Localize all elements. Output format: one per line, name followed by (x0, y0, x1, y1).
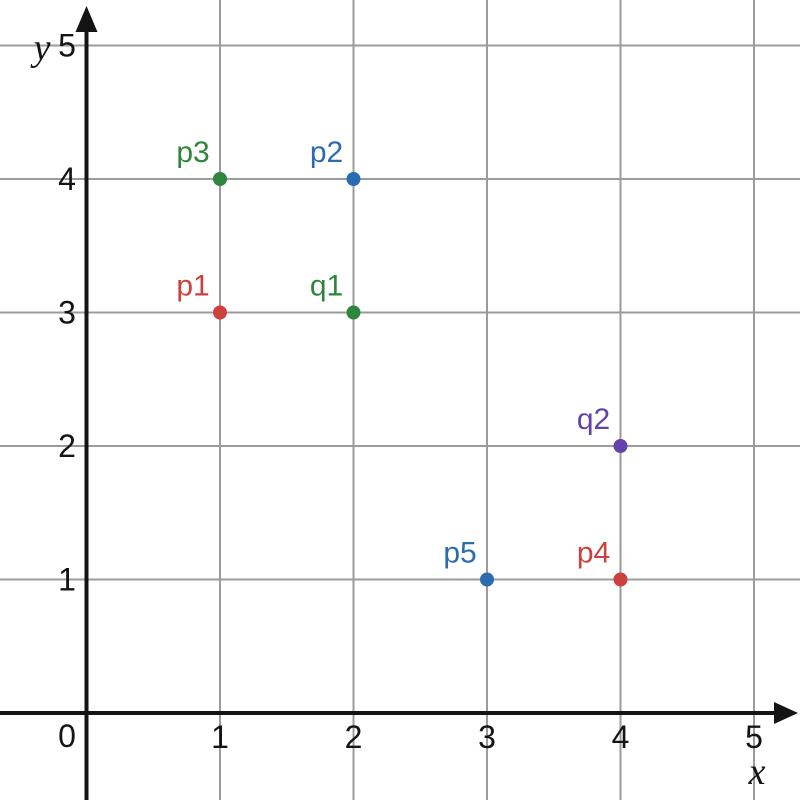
origin-label: 0 (58, 718, 76, 754)
point-label-p2: p2 (310, 136, 343, 169)
x-tick-label: 4 (612, 719, 630, 755)
x-axis-title: x (748, 751, 766, 793)
point-label-p3: p3 (176, 136, 209, 169)
point-p3[interactable] (213, 172, 227, 186)
y-axis-title: y (30, 27, 51, 69)
point-label-p4: p4 (577, 537, 610, 570)
point-q2[interactable] (613, 439, 628, 453)
point-label-q2: q2 (577, 403, 610, 436)
x-axis-arrowhead-icon (774, 702, 798, 724)
point-p1[interactable] (213, 305, 227, 320)
x-tick-label: 5 (745, 719, 763, 755)
y-tick-label: 3 (58, 295, 76, 331)
y-tick-label: 2 (58, 428, 76, 464)
x-tick-label: 3 (478, 719, 496, 755)
y-tick-label: 1 (58, 562, 76, 598)
point-p5[interactable] (480, 572, 494, 587)
x-tick-label: 2 (345, 719, 363, 755)
y-axis-arrowhead-icon (75, 6, 98, 32)
y-tick-label: 4 (58, 161, 76, 197)
point-label-p1: p1 (176, 270, 209, 303)
point-label-q1: q1 (310, 270, 343, 303)
y-tick-label: 5 (58, 28, 76, 64)
point-q1[interactable] (346, 305, 361, 320)
point-p4[interactable] (613, 572, 628, 587)
x-tick-label: 1 (211, 719, 229, 755)
point-label-p5: p5 (443, 537, 476, 570)
point-p2[interactable] (346, 172, 361, 186)
